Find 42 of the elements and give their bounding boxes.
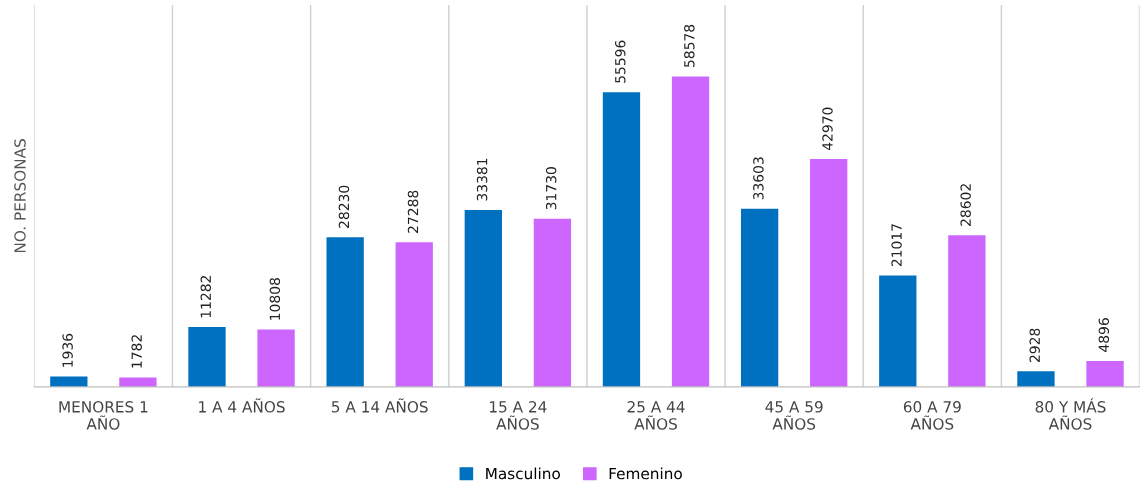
bar xyxy=(1017,371,1055,387)
data-label: 28230 xyxy=(338,185,350,228)
x-tick-label: 5 A 14 AÑOS xyxy=(331,398,428,413)
bar xyxy=(948,235,986,387)
data-label: 21017 xyxy=(891,224,902,267)
bar xyxy=(395,242,433,387)
x-tick-label: 25 A 44 AÑOS xyxy=(627,401,685,430)
bar xyxy=(879,275,917,387)
x-tick-label: 15 A 24 AÑOS xyxy=(490,401,547,430)
data-label: 10808 xyxy=(269,278,281,320)
bar xyxy=(188,327,226,387)
bar xyxy=(464,209,502,387)
bar xyxy=(671,76,710,387)
x-tick-label: MENORES 1 AÑO xyxy=(59,401,148,430)
data-label: 11282 xyxy=(200,275,212,318)
bar xyxy=(533,218,572,387)
bar xyxy=(1086,360,1124,387)
data-label: 33603 xyxy=(753,157,764,200)
data-label: 55596 xyxy=(614,40,626,83)
y-axis-title: NO. PERSONAS xyxy=(14,139,26,253)
data-label: 58578 xyxy=(684,24,695,67)
data-label: 31730 xyxy=(545,167,557,210)
data-label: 1782 xyxy=(131,335,142,368)
x-tick-label: 80 Y MÁS AÑOS xyxy=(1035,398,1106,430)
bar xyxy=(810,159,848,387)
data-label: 2928 xyxy=(1029,328,1040,363)
data-label: 4896 xyxy=(1098,318,1110,352)
bar xyxy=(602,92,641,387)
bar xyxy=(326,237,364,387)
data-label: 42970 xyxy=(822,107,833,151)
data-label: 1936 xyxy=(62,333,73,367)
bar xyxy=(740,208,779,387)
data-label: 28602 xyxy=(960,184,971,226)
x-tick-label: 1 A 4 AÑOS xyxy=(199,398,285,413)
data-label: 33381 xyxy=(476,158,488,201)
legend-label: Femenino xyxy=(609,467,682,480)
legend-label: Masculino xyxy=(486,467,560,480)
data-label: 27288 xyxy=(407,190,419,233)
x-tick-label: 60 A 79 AÑOS xyxy=(903,401,961,430)
bar xyxy=(257,329,295,387)
bar xyxy=(119,377,157,387)
x-tick-label: 45 A 59 AÑOS xyxy=(765,401,823,430)
